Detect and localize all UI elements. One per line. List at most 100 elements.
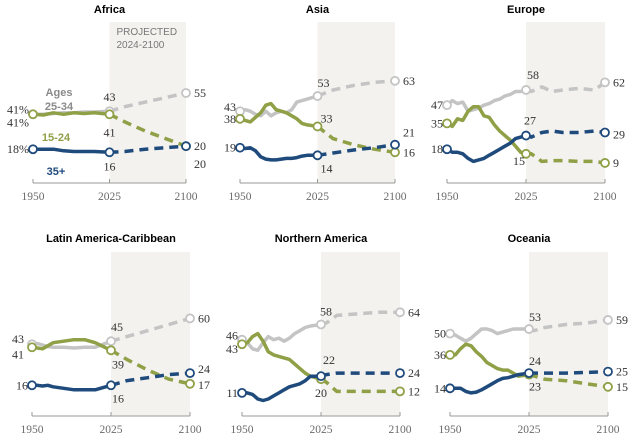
data-point-age_35_plus (524, 368, 534, 379)
data-label-age_25_34-2100: 59 (616, 313, 628, 327)
data-label-age_15_24-2100: 17 (198, 378, 210, 392)
data-point-age_25_34 (181, 88, 191, 98)
data-label-age_35_plus-2025: 16 (112, 391, 124, 405)
data-point-age_25_34 (521, 85, 531, 95)
panel-title: Latin America-Caribbean (46, 233, 176, 245)
legend-item-age_25_34: 25-34 (45, 101, 74, 113)
data-label-age_35_plus-2025: 27 (524, 114, 536, 128)
data-label-age_15_24-1950: 41 (12, 347, 24, 361)
data-label-age_35_plus-2025: 14 (321, 161, 333, 175)
data-point-age_25_34 (185, 313, 195, 324)
x-tick-label: 1950 (21, 424, 44, 436)
panel-title: Europe (507, 4, 545, 16)
line-historical-age_35_plus (31, 147, 112, 155)
data-point-age_25_34 (316, 319, 326, 330)
x-tick-label: 1950 (231, 424, 254, 436)
data-label-age_15_24-2025: 20 (315, 386, 327, 400)
x-tick-label: 1950 (436, 191, 459, 203)
line-historical-age_25_34 (30, 339, 113, 350)
data-point-age_25_34 (524, 324, 534, 334)
data-label-age_35_plus-2100: 21 (403, 126, 415, 140)
line-historical-age_35_plus (445, 133, 528, 164)
x-tick-label: 2100 (179, 424, 202, 436)
panel-oceania: Oceania 1950 2025 2100 50 53 59 36 23 15 14 24 25 (434, 233, 628, 436)
data-label-age_35_plus-1950: 11 (226, 386, 238, 400)
data-label-age_15_24-2100: 16 (403, 145, 415, 159)
data-point-age_35_plus (312, 150, 323, 161)
data-point-age_35_plus (521, 130, 531, 141)
line-historical-age_35_plus (238, 145, 320, 162)
data-point-age_25_34 (106, 336, 116, 347)
data-point-age_15_24 (521, 148, 531, 159)
line-historical-age_25_34 (238, 94, 320, 118)
line-historical-age_35_plus (448, 371, 531, 395)
data-point-age_25_34 (600, 77, 610, 88)
data-point-age_15_24 (106, 345, 116, 356)
projected-band (526, 22, 605, 183)
data-label-age_15_24-1950: 41% (7, 115, 29, 129)
x-tick-label: 2025 (100, 424, 123, 436)
panel-title: Oceania (508, 233, 552, 245)
line-projected-age_15_24 (320, 377, 400, 394)
projected-band (529, 252, 608, 416)
projected-band (109, 22, 186, 183)
x-tick-label: 1950 (22, 191, 45, 203)
data-point-age_15_24 (600, 158, 610, 168)
x-tick-label: 2025 (306, 191, 329, 203)
projected-label: 2024-2100 (117, 40, 165, 51)
data-label-age_15_24-1950: 36 (434, 348, 446, 362)
data-label-age_15_24-2025: 33 (321, 111, 333, 125)
data-label-age_25_34-1950: 43 (224, 100, 236, 114)
data-label-age_35_plus-1950: 19 (224, 141, 236, 155)
data-point-age_35_plus (603, 366, 613, 377)
projected-band (321, 252, 400, 416)
data-label-age_35_plus-1950: 18% (7, 142, 29, 156)
x-tick-label: 2100 (389, 424, 412, 436)
legend-item-age_15_24: 15-24 (42, 132, 71, 144)
data-label-age_15_24-1950: 38 (224, 112, 236, 126)
line-projected-age_25_34 (525, 80, 607, 94)
projected-band (317, 22, 395, 183)
data-label-age_15_24-2100: 9 (613, 156, 619, 170)
data-point-age_35_plus (316, 371, 326, 382)
x-tick-label: 2100 (597, 424, 620, 436)
x-tick-label: 2100 (175, 191, 198, 203)
line-historical-age_15_24 (445, 104, 528, 156)
data-point-age_35_plus (390, 139, 400, 150)
data-label-age_25_34-2025: 53 (529, 310, 541, 324)
data-label-age_35_plus-2100: 29 (613, 128, 625, 142)
line-projected-age_15_24 (108, 112, 187, 148)
data-label-age_35_plus-2025: 16 (104, 159, 116, 173)
line-historical-age_35_plus (240, 374, 323, 403)
x-tick-label: 2025 (98, 191, 121, 203)
data-label-age_35_plus-1950: 18 (431, 142, 443, 156)
data-label-age_25_34-2100: 60 (198, 311, 210, 325)
line-projected-age_35_plus (110, 371, 191, 387)
projected-label: PROJECTED (117, 27, 178, 38)
data-point-age_15_24 (395, 386, 405, 397)
data-point-age_35_plus (27, 380, 37, 391)
data-point-age_35_plus (395, 368, 405, 379)
panel-title: Northern America (275, 233, 368, 245)
data-label-age_25_34-2025: 45 (111, 320, 123, 334)
line-historical-age_25_34 (448, 327, 531, 343)
data-point-age_35_plus (106, 380, 116, 391)
data-label-age_15_24-2025: 41 (104, 125, 116, 139)
data-label-age_35_plus-2100: 20 (194, 139, 206, 153)
line-historical-age_25_34 (445, 88, 528, 113)
data-point-age_25_34 (445, 328, 455, 339)
data-label-age_25_34-2025: 43 (104, 90, 116, 104)
data-point-age_35_plus (600, 127, 610, 138)
data-label-age_15_24-1950: 43 (226, 342, 238, 356)
data-label-age_35_plus-2100: 25 (616, 365, 628, 379)
data-label-age_25_34-2100: 64 (408, 305, 420, 319)
x-tick-label: 2025 (515, 191, 538, 203)
data-label-age_25_34-1950: 47 (431, 98, 443, 112)
line-projected-age_35_plus (317, 142, 396, 158)
data-point-age_15_24 (185, 378, 195, 389)
line-projected-age_25_34 (110, 316, 191, 343)
line-historical-age_15_24 (240, 331, 323, 381)
line-projected-age_15_24 (528, 372, 609, 389)
data-label-age_35_plus-2025: 22 (323, 353, 335, 367)
data-label-age_25_34-1950: 41% (7, 102, 29, 116)
